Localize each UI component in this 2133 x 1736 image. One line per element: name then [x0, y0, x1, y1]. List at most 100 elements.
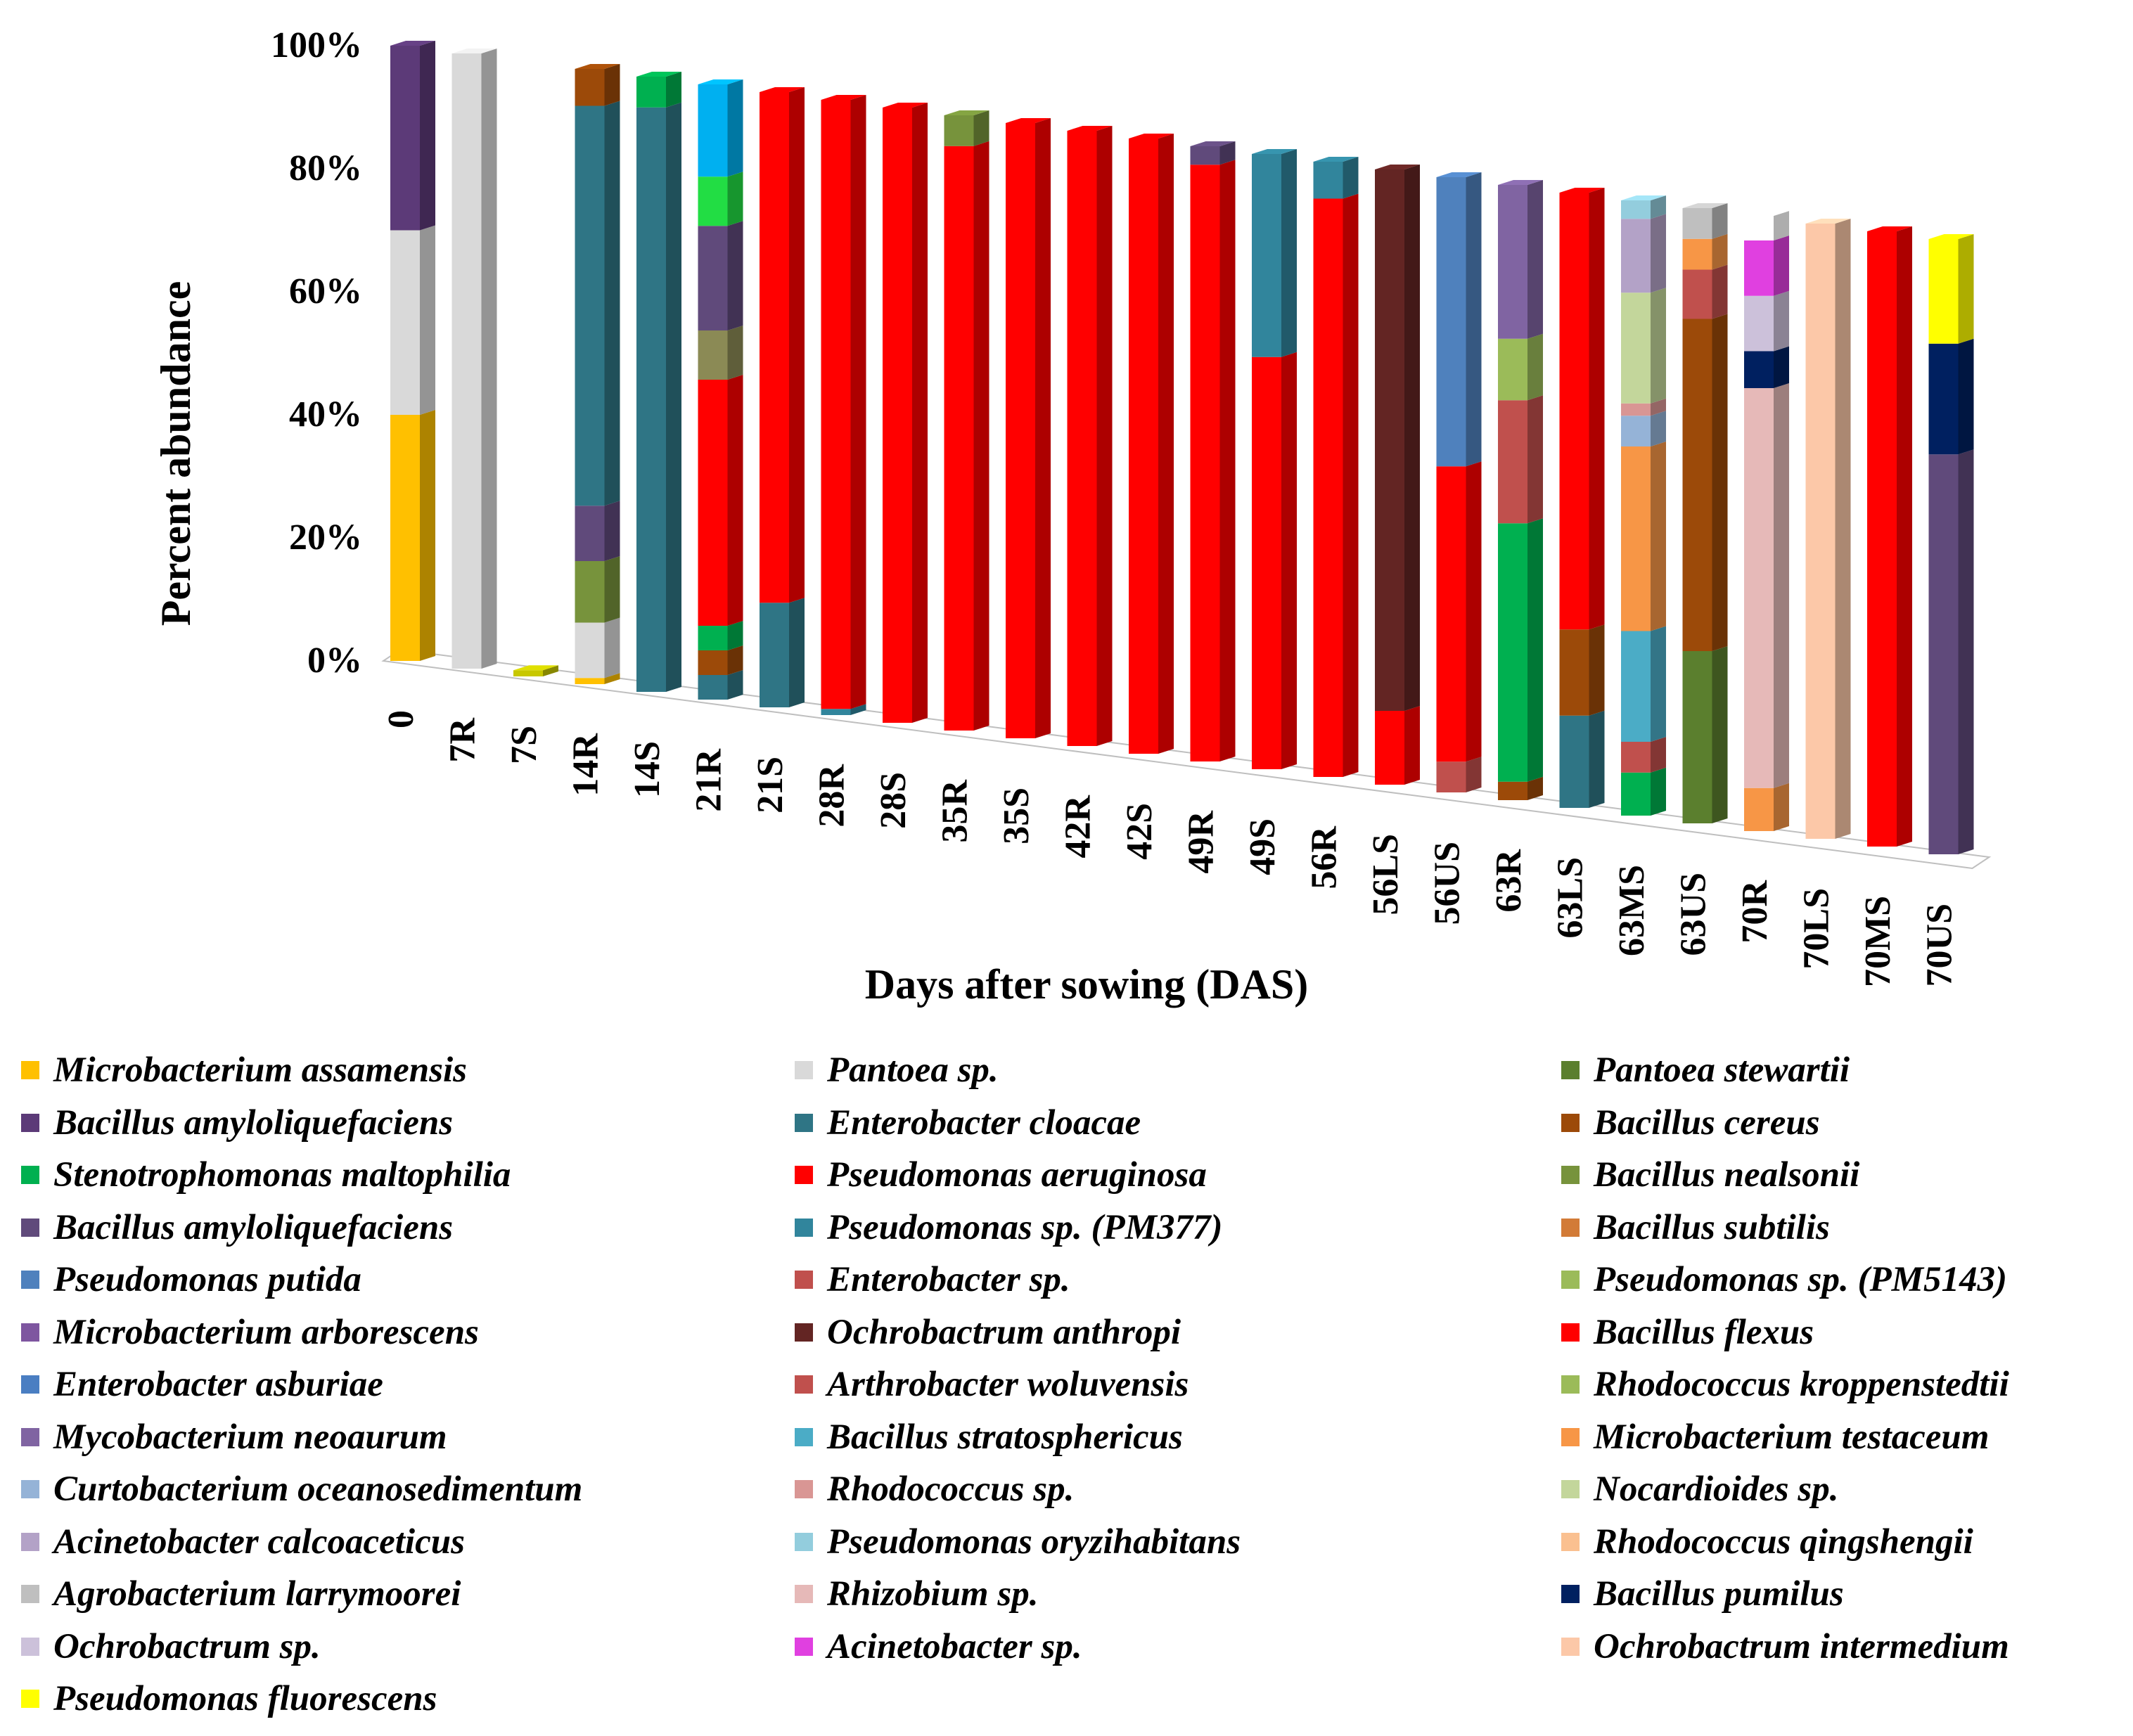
legend-label: Ochrobactrum anthropi: [827, 1312, 1181, 1352]
bar-segment: [1621, 626, 1666, 742]
legend-swatch: [21, 1271, 39, 1289]
legend-swatch: [21, 1061, 39, 1079]
bar-segment: [1498, 776, 1543, 800]
bar-segment: [698, 221, 743, 330]
bar-segment: [1744, 290, 1789, 352]
bar-segment: [1805, 219, 1851, 839]
legend-item: Bacillus cereus: [1561, 1097, 1820, 1149]
legend-label: Arthrobacter woluvensis: [827, 1365, 1189, 1404]
legend-swatch: [21, 1637, 39, 1656]
legend-item: Rhizobium sp.: [795, 1568, 1038, 1620]
legend-label: Pseudomonas sp. (PM377): [827, 1207, 1223, 1247]
legend-item: Mycobacterium neoaurum: [21, 1411, 447, 1463]
x-tick-label: 21S: [750, 757, 790, 814]
legend-item: Arthrobacter woluvensis: [795, 1358, 1189, 1410]
legend-label: Mycobacterium neoaurum: [53, 1417, 447, 1457]
bar-49R: [1190, 141, 1236, 761]
bar-segment: [944, 110, 989, 146]
x-tick-label: 14R: [566, 733, 606, 797]
bar-segment: [1436, 461, 1482, 762]
x-tick-label: 7R: [443, 717, 483, 763]
legend-item: Bacillus amyloliquefaciens: [21, 1097, 453, 1149]
x-tick-label: 70R: [1735, 880, 1775, 944]
bar-segment: [1928, 338, 1974, 455]
x-tick-label: 56R: [1305, 825, 1345, 889]
bar-segment: [575, 64, 620, 106]
legend-label: Bacillus nealsonii: [1594, 1155, 1860, 1195]
legend-label: Acinetobacter sp.: [827, 1626, 1082, 1666]
bar-segment: [1559, 624, 1605, 716]
bar-segment: [944, 141, 989, 731]
bar-segment: [1190, 160, 1236, 761]
bar-segment: [1498, 180, 1543, 339]
bar-segment: [698, 79, 743, 177]
bar-segment: [1682, 233, 1728, 270]
legend-swatch: [21, 1690, 39, 1708]
bar-segment: [1867, 226, 1912, 847]
x-tick-label: 49R: [1181, 810, 1222, 874]
bar-segment: [390, 410, 435, 661]
y-tick-label: 20%: [289, 517, 362, 558]
bar-segment: [636, 72, 681, 108]
bar-70LS: [1805, 219, 1851, 839]
bar-segment: [698, 375, 743, 626]
bar-segment: [1313, 193, 1359, 777]
y-tick-label: 0%: [307, 641, 362, 681]
legend-swatch: [795, 1271, 813, 1289]
bar-35R: [944, 110, 989, 731]
legend-swatch: [21, 1585, 39, 1603]
legend-label: Ochrobactrum intermedium: [1594, 1626, 2009, 1666]
legend-label: Rhodococcus sp.: [827, 1470, 1075, 1509]
legend-item: Microbacterium arborescens: [21, 1306, 479, 1358]
bar-segment: [1190, 141, 1236, 165]
bar-segment: [1621, 737, 1666, 773]
legend-item: Pantoea stewartii: [1561, 1044, 1850, 1096]
legend-item: Acinetobacter sp.: [795, 1621, 1082, 1673]
x-tick-label: 35R: [935, 779, 975, 843]
legend-swatch: [795, 1375, 813, 1394]
bar-segment: [821, 704, 866, 715]
legend-item: Ochrobactrum anthropi: [795, 1306, 1181, 1358]
bar-segment: [1313, 157, 1359, 199]
bar-segment: [1252, 149, 1297, 357]
x-tick-label: 21R: [689, 748, 729, 812]
bar-segment: [1682, 646, 1728, 823]
bar-segment: [1744, 783, 1789, 831]
x-tick-label: 70MS: [1858, 896, 1898, 987]
legend-item: Agrobacterium larrymoorei: [21, 1568, 461, 1620]
legend-swatch: [795, 1061, 813, 1079]
legend-swatch: [21, 1480, 39, 1498]
bar-segment: [1928, 449, 1974, 854]
stacked-bar-chart: 0% 20% 40% 60% 80% 100% 0 7R 7S 14R 14S 21R 21S 28R 2…: [153, 25, 1992, 1008]
legend-label: Stenotrophomonas maltophilia: [53, 1155, 511, 1195]
bar-70R: [1744, 211, 1789, 831]
legend-label: Pseudomonas aeruginosa: [827, 1155, 1207, 1195]
bar-segment: [1744, 383, 1789, 788]
legend-item: Bacillus nealsonii: [1561, 1149, 1859, 1201]
bar-70MS: [1867, 226, 1912, 847]
legend-label: Rhodococcus qingshengii: [1594, 1522, 1973, 1562]
x-tick-label: 28R: [812, 764, 852, 828]
legend-swatch: [795, 1113, 813, 1132]
y-tick-label: 60%: [289, 271, 362, 311]
bar-segment: [1621, 288, 1666, 404]
legend-label: Pseudomonas oryzihabitans: [827, 1522, 1241, 1562]
legend-item: Enterobacter cloacae: [795, 1097, 1141, 1149]
legend-item: Bacillus stratosphericus: [795, 1411, 1183, 1463]
legend-swatch: [21, 1113, 39, 1132]
bar-segment: [575, 501, 620, 561]
x-tick-label: 63US: [1674, 873, 1714, 956]
legend-swatch: [1561, 1427, 1580, 1446]
legend-swatch: [1561, 1218, 1580, 1237]
legend-item: Pseudomonas sp. (PM377): [795, 1202, 1222, 1254]
legend-label: Bacillus amyloliquefaciens: [53, 1102, 454, 1143]
x-tick-label: 49S: [1243, 818, 1283, 875]
legend-item: Pseudomonas sp. (PM5143): [1561, 1254, 2007, 1306]
bar-56US: [1436, 172, 1482, 792]
y-axis-ticks: 0% 20% 40% 60% 80% 100%: [271, 25, 362, 681]
bar-segment: [1006, 118, 1051, 738]
legend-swatch: [1561, 1061, 1580, 1079]
bar-segment: [698, 621, 743, 650]
bar-segment: [1498, 518, 1543, 782]
bar-segment: [1621, 214, 1666, 293]
